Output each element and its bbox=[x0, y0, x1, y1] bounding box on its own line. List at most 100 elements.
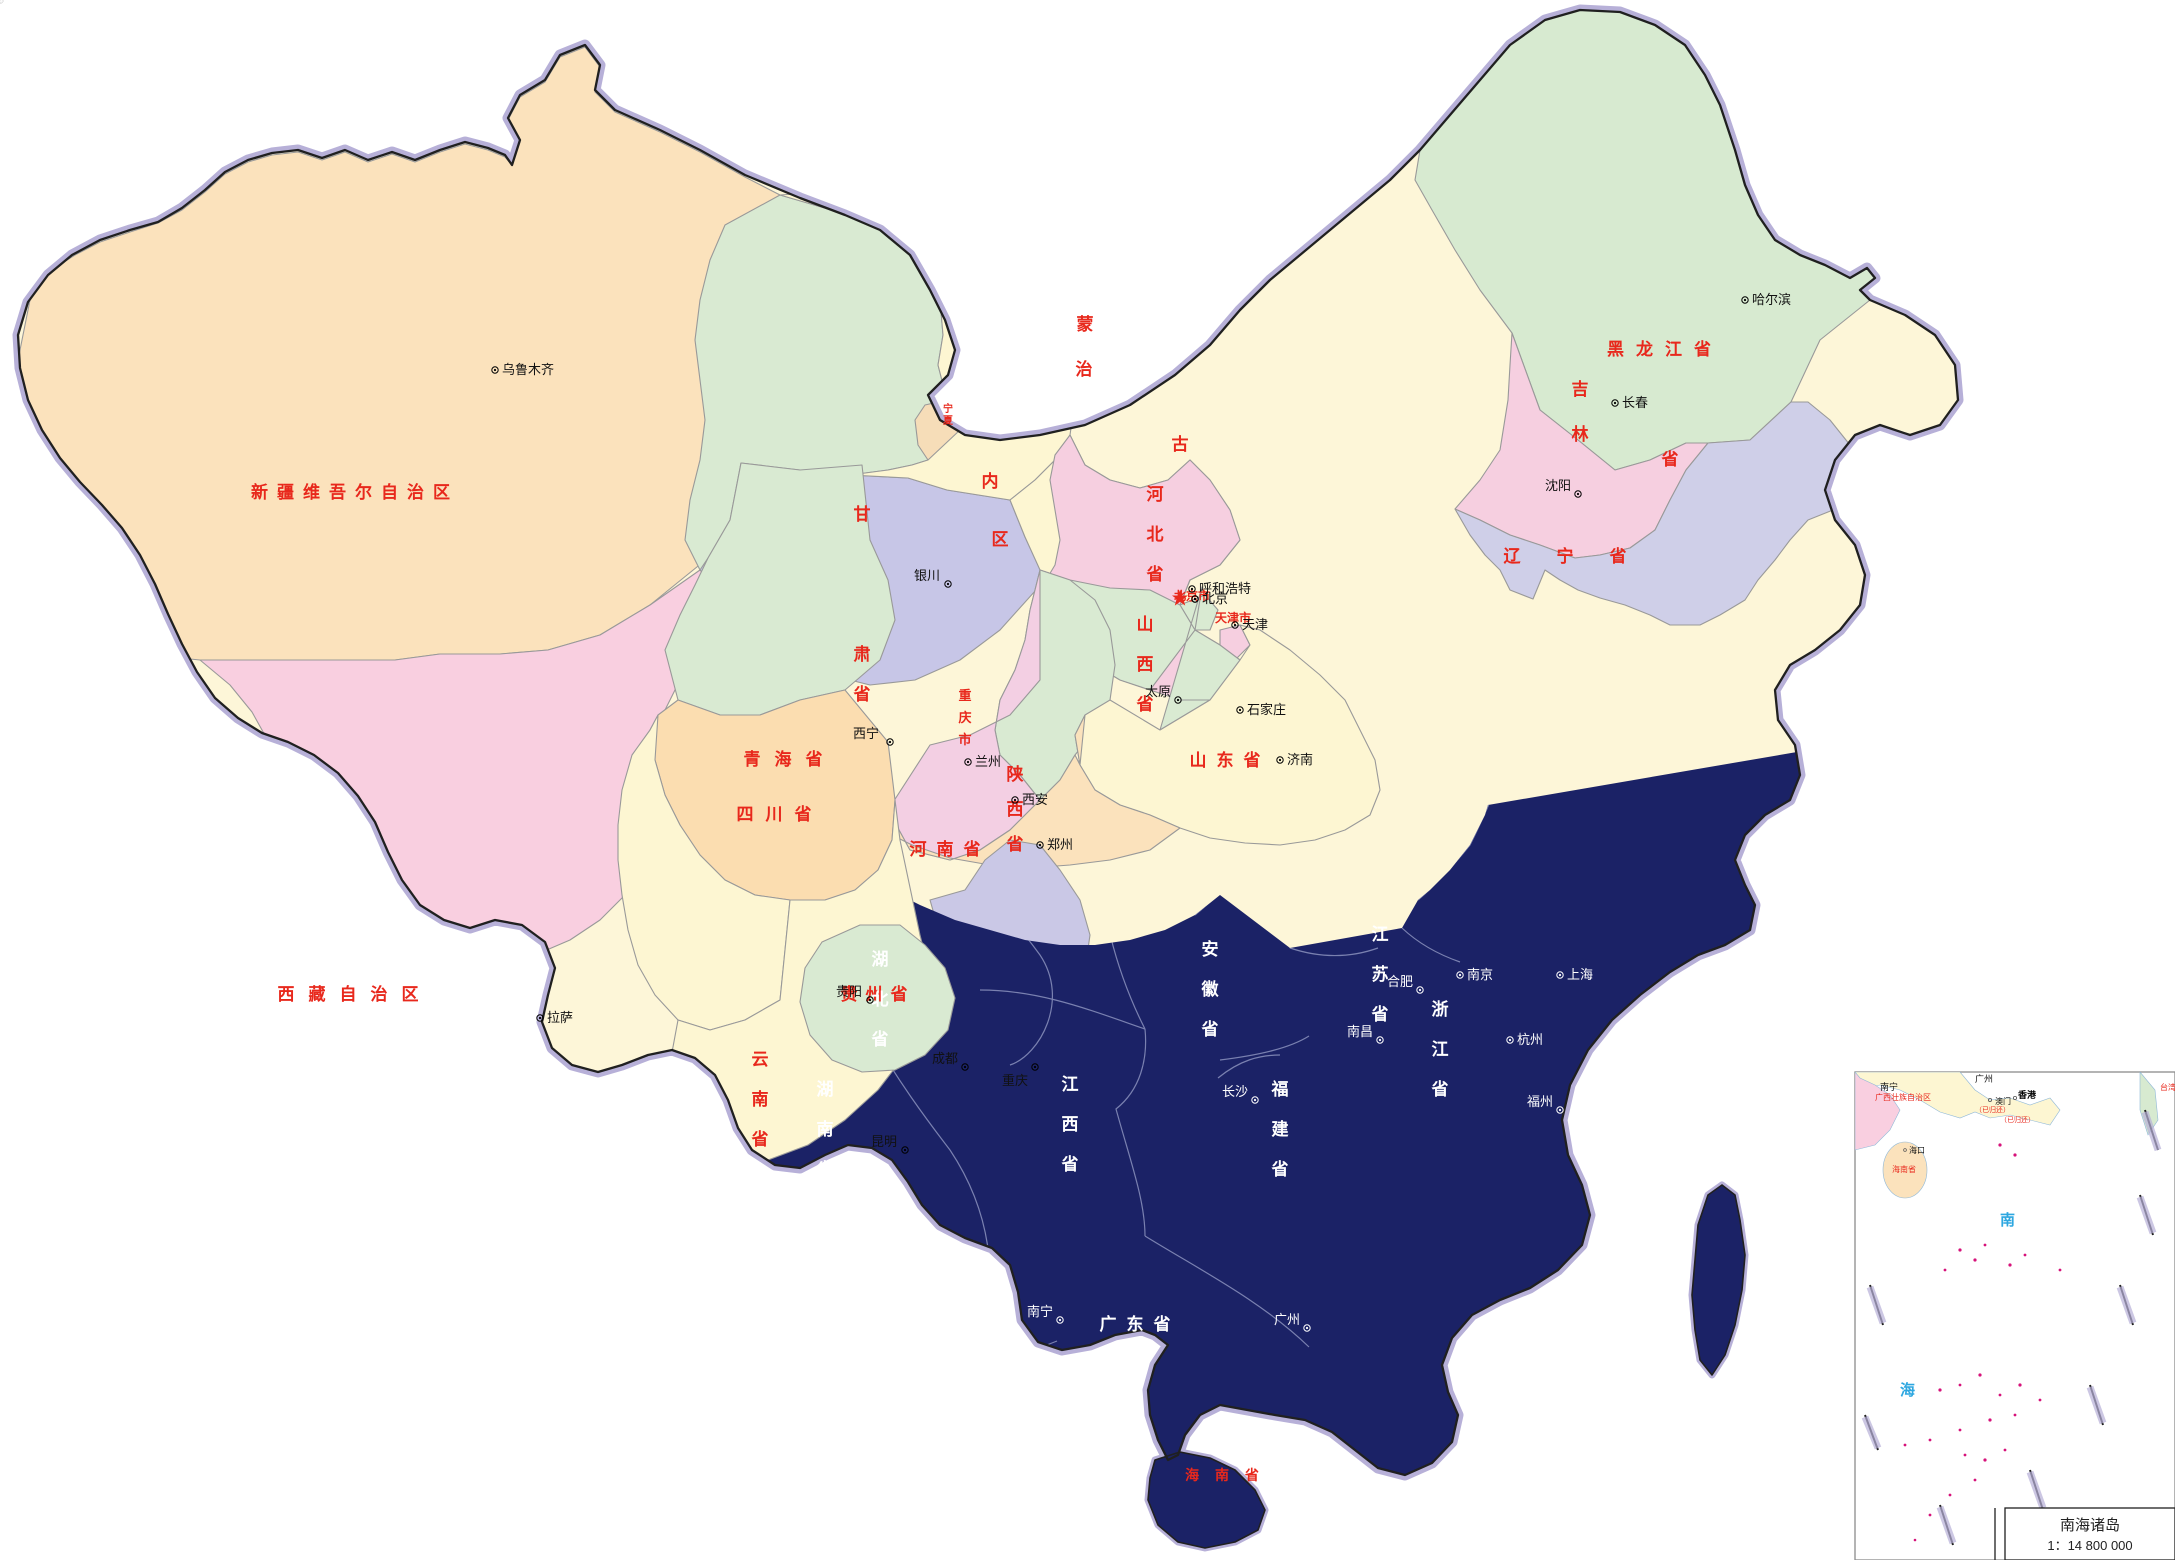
svg-text:黑龙江省: 黑龙江省 bbox=[1607, 339, 1723, 359]
svg-text:（已归还）: （已归还） bbox=[2000, 1115, 2035, 1124]
svg-text:兰州: 兰州 bbox=[975, 754, 1001, 769]
svg-text:江: 江 bbox=[1432, 1040, 1449, 1059]
svg-text:广州: 广州 bbox=[1975, 1073, 1993, 1084]
svg-text:林: 林 bbox=[1572, 424, 1589, 444]
svg-text:澳门: 澳门 bbox=[1995, 1096, 2011, 1106]
svg-text:河: 河 bbox=[1147, 485, 1164, 504]
svg-text:成都: 成都 bbox=[932, 1051, 958, 1066]
svg-text:太原: 太原 bbox=[1145, 684, 1171, 699]
svg-text:西: 西 bbox=[1062, 1115, 1079, 1134]
svg-text:蒙: 蒙 bbox=[1077, 314, 1094, 334]
svg-text:南海诸岛: 南海诸岛 bbox=[2060, 1517, 2120, 1534]
svg-text:台湾省: 台湾省 bbox=[2160, 1082, 2175, 1092]
svg-text:江: 江 bbox=[1372, 925, 1389, 944]
svg-text:西宁: 西宁 bbox=[853, 726, 879, 741]
svg-text:内: 内 bbox=[982, 471, 999, 491]
svg-text:西: 西 bbox=[1137, 655, 1154, 674]
svg-text:杭州: 杭州 bbox=[1517, 1032, 1543, 1047]
svg-text:银川: 银川 bbox=[914, 568, 940, 583]
svg-text:广州: 广州 bbox=[1274, 1312, 1300, 1327]
svg-text:河南省: 河南省 bbox=[910, 839, 991, 859]
svg-text:苏: 苏 bbox=[1372, 964, 1389, 984]
svg-text:肃: 肃 bbox=[854, 645, 871, 664]
svg-text:海口: 海口 bbox=[1909, 1145, 1925, 1155]
svg-text:长春: 长春 bbox=[1622, 395, 1648, 410]
svg-text:南宁: 南宁 bbox=[1880, 1081, 1898, 1092]
svg-text:福州: 福州 bbox=[1527, 1094, 1553, 1109]
svg-text:省: 省 bbox=[751, 1129, 769, 1149]
svg-text:辽: 辽 bbox=[1504, 547, 1522, 566]
svg-text:山: 山 bbox=[1137, 615, 1154, 634]
svg-text:北: 北 bbox=[1147, 525, 1164, 544]
svg-text:省: 省 bbox=[853, 684, 871, 704]
svg-text:省: 省 bbox=[1061, 1154, 1079, 1174]
svg-text:北京: 北京 bbox=[1202, 591, 1228, 606]
svg-text:天津: 天津 bbox=[1242, 617, 1268, 632]
svg-text:海 南 省: 海 南 省 bbox=[1185, 1467, 1265, 1483]
svg-text:南: 南 bbox=[2000, 1211, 2015, 1229]
svg-text:省: 省 bbox=[1201, 1019, 1219, 1039]
svg-text:宁: 宁 bbox=[943, 402, 953, 415]
svg-text:区: 区 bbox=[992, 530, 1009, 549]
svg-text:省: 省 bbox=[1609, 546, 1627, 566]
svg-text:北: 北 bbox=[872, 990, 889, 1009]
svg-text:沈阳: 沈阳 bbox=[1545, 478, 1571, 493]
svg-text:建: 建 bbox=[1272, 1119, 1289, 1139]
svg-text:夏: 夏 bbox=[942, 415, 954, 427]
svg-text:海南省: 海南省 bbox=[1892, 1164, 1916, 1174]
svg-text:重: 重 bbox=[958, 688, 971, 703]
svg-text:福: 福 bbox=[1271, 1079, 1289, 1099]
svg-text:省: 省 bbox=[1371, 1004, 1389, 1024]
svg-text:广西壮族自治区: 广西壮族自治区 bbox=[1875, 1092, 1931, 1102]
svg-text:市: 市 bbox=[958, 732, 971, 747]
svg-text:海口: 海口 bbox=[1232, 1444, 1258, 1459]
svg-text:（已归还）: （已归还） bbox=[1975, 1105, 2010, 1114]
svg-text:合肥: 合肥 bbox=[1387, 974, 1413, 989]
svg-text:南: 南 bbox=[817, 1119, 834, 1139]
svg-text:石家庄: 石家庄 bbox=[1247, 702, 1286, 717]
svg-text:台: 台 bbox=[1662, 1206, 1677, 1224]
svg-text:上海: 上海 bbox=[1567, 967, 1593, 982]
svg-text:湖: 湖 bbox=[817, 1080, 834, 1099]
svg-text:四川省: 四川省 bbox=[737, 804, 824, 824]
svg-text:湾: 湾 bbox=[1662, 1251, 1677, 1269]
svg-text:宁: 宁 bbox=[1557, 546, 1574, 566]
svg-text:乌鲁木齐: 乌鲁木齐 bbox=[502, 362, 554, 377]
svg-text:省: 省 bbox=[1661, 449, 1679, 469]
svg-text:安: 安 bbox=[1202, 939, 1219, 959]
svg-text:浙: 浙 bbox=[1432, 999, 1449, 1019]
svg-text:郑州: 郑州 bbox=[1047, 837, 1073, 852]
svg-text:省: 省 bbox=[1006, 834, 1024, 854]
svg-text:新疆维吾尔自治区: 新疆维吾尔自治区 bbox=[251, 482, 459, 502]
svg-text:南: 南 bbox=[752, 1089, 769, 1109]
svg-text:治: 治 bbox=[1076, 359, 1095, 379]
svg-text:青海省: 青海省 bbox=[744, 749, 837, 769]
svg-text:庆: 庆 bbox=[957, 710, 971, 725]
svg-text:长沙: 长沙 bbox=[1222, 1084, 1248, 1099]
svg-text:济南: 济南 bbox=[1287, 752, 1313, 767]
svg-text:徽: 徽 bbox=[1201, 979, 1220, 999]
svg-text:省: 省 bbox=[1431, 1079, 1449, 1099]
svg-text:昆明: 昆明 bbox=[871, 1134, 897, 1149]
svg-text:哈尔滨: 哈尔滨 bbox=[1752, 292, 1791, 307]
svg-text:省: 省 bbox=[871, 1029, 889, 1049]
svg-text:海: 海 bbox=[1900, 1381, 1915, 1399]
svg-text:香港: 香港 bbox=[2017, 1089, 2037, 1100]
svg-text:省: 省 bbox=[1661, 1296, 1677, 1314]
svg-text:南宁: 南宁 bbox=[1027, 1304, 1053, 1319]
svg-text:广东省: 广东省 bbox=[1100, 1314, 1181, 1334]
svg-text:山东省: 山东省 bbox=[1190, 750, 1271, 770]
svg-text:西安: 西安 bbox=[1022, 792, 1048, 807]
svg-text:西藏自治区: 西藏自治区 bbox=[278, 984, 433, 1004]
svg-text:湖: 湖 bbox=[872, 950, 889, 969]
svg-text:江: 江 bbox=[1062, 1075, 1079, 1094]
svg-text:贵阳: 贵阳 bbox=[836, 984, 862, 999]
svg-text:南昌: 南昌 bbox=[1347, 1024, 1373, 1039]
svg-text:省: 省 bbox=[1146, 564, 1164, 584]
svg-text:重庆: 重庆 bbox=[1002, 1073, 1028, 1088]
svg-text:吉: 吉 bbox=[1572, 380, 1589, 399]
svg-text:古: 古 bbox=[1172, 434, 1189, 454]
svg-text:1：14 800 000: 1：14 800 000 bbox=[2047, 1538, 2132, 1553]
svg-text:广西壮族自治区: 广西壮族自治区 bbox=[693, 1279, 868, 1299]
svg-text:省: 省 bbox=[1271, 1159, 1289, 1179]
